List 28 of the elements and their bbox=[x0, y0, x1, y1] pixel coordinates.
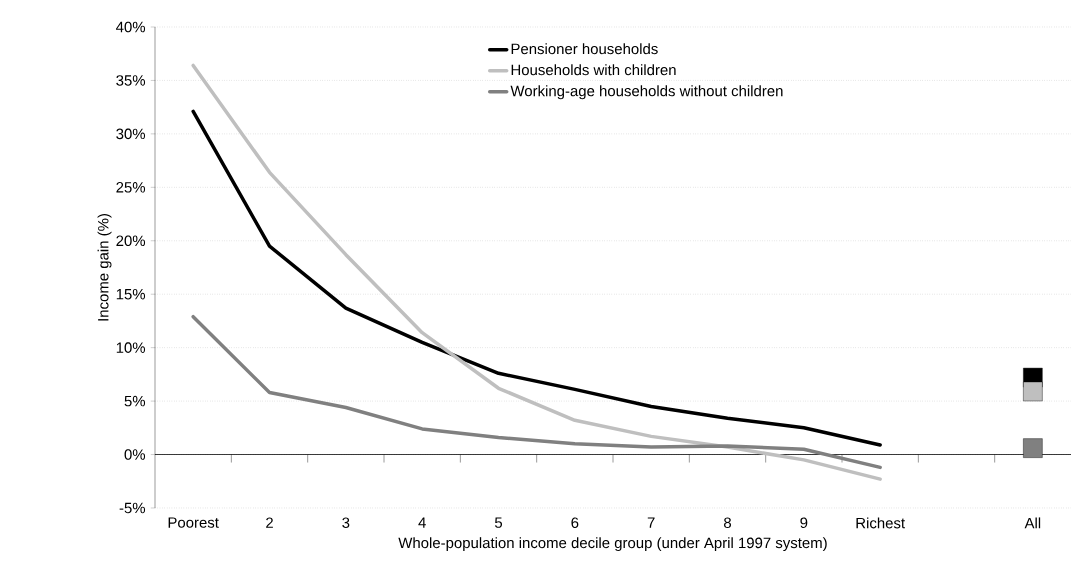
x-tick-label: Richest bbox=[856, 517, 905, 529]
legend-label: Working-age households without children bbox=[510, 85, 783, 100]
y-tick-label: 20% bbox=[116, 235, 146, 247]
legend-label: Pensioner households bbox=[511, 43, 658, 55]
x-tick-label: 6 bbox=[571, 517, 579, 528]
y-tick-label: -5% bbox=[119, 502, 146, 514]
x-tick-label: 5 bbox=[494, 517, 503, 528]
line-series bbox=[191, 63, 882, 481]
y-axis-title: Income gain (%) bbox=[97, 214, 112, 321]
x-tick-label: 2 bbox=[266, 517, 273, 528]
x-axis-title: Whole-population income decile group (under April 1997 system) bbox=[398, 537, 827, 552]
y-tick-label: 0% bbox=[124, 449, 146, 460]
y-tick-label: 40% bbox=[116, 21, 146, 33]
y-tick-label: 15% bbox=[116, 288, 146, 300]
x-tick-label: 7 bbox=[647, 517, 655, 528]
x-tick-label: Poorest bbox=[168, 517, 219, 528]
legend-label: Households with children bbox=[511, 64, 676, 76]
y-tick-label: 25% bbox=[116, 182, 146, 193]
x-tick-label: All bbox=[1024, 517, 1041, 529]
line-series bbox=[191, 109, 882, 447]
y-tick-label: 30% bbox=[116, 128, 146, 140]
y-tick-label: 5% bbox=[124, 395, 146, 407]
x-tick-label: 4 bbox=[418, 517, 426, 528]
x-tick-label: 8 bbox=[724, 517, 732, 528]
y-tick-label: 10% bbox=[116, 342, 146, 353]
x-tick-label: 9 bbox=[800, 517, 808, 528]
x-tick-label: 3 bbox=[342, 517, 350, 528]
y-tick-label: 35% bbox=[116, 75, 146, 86]
